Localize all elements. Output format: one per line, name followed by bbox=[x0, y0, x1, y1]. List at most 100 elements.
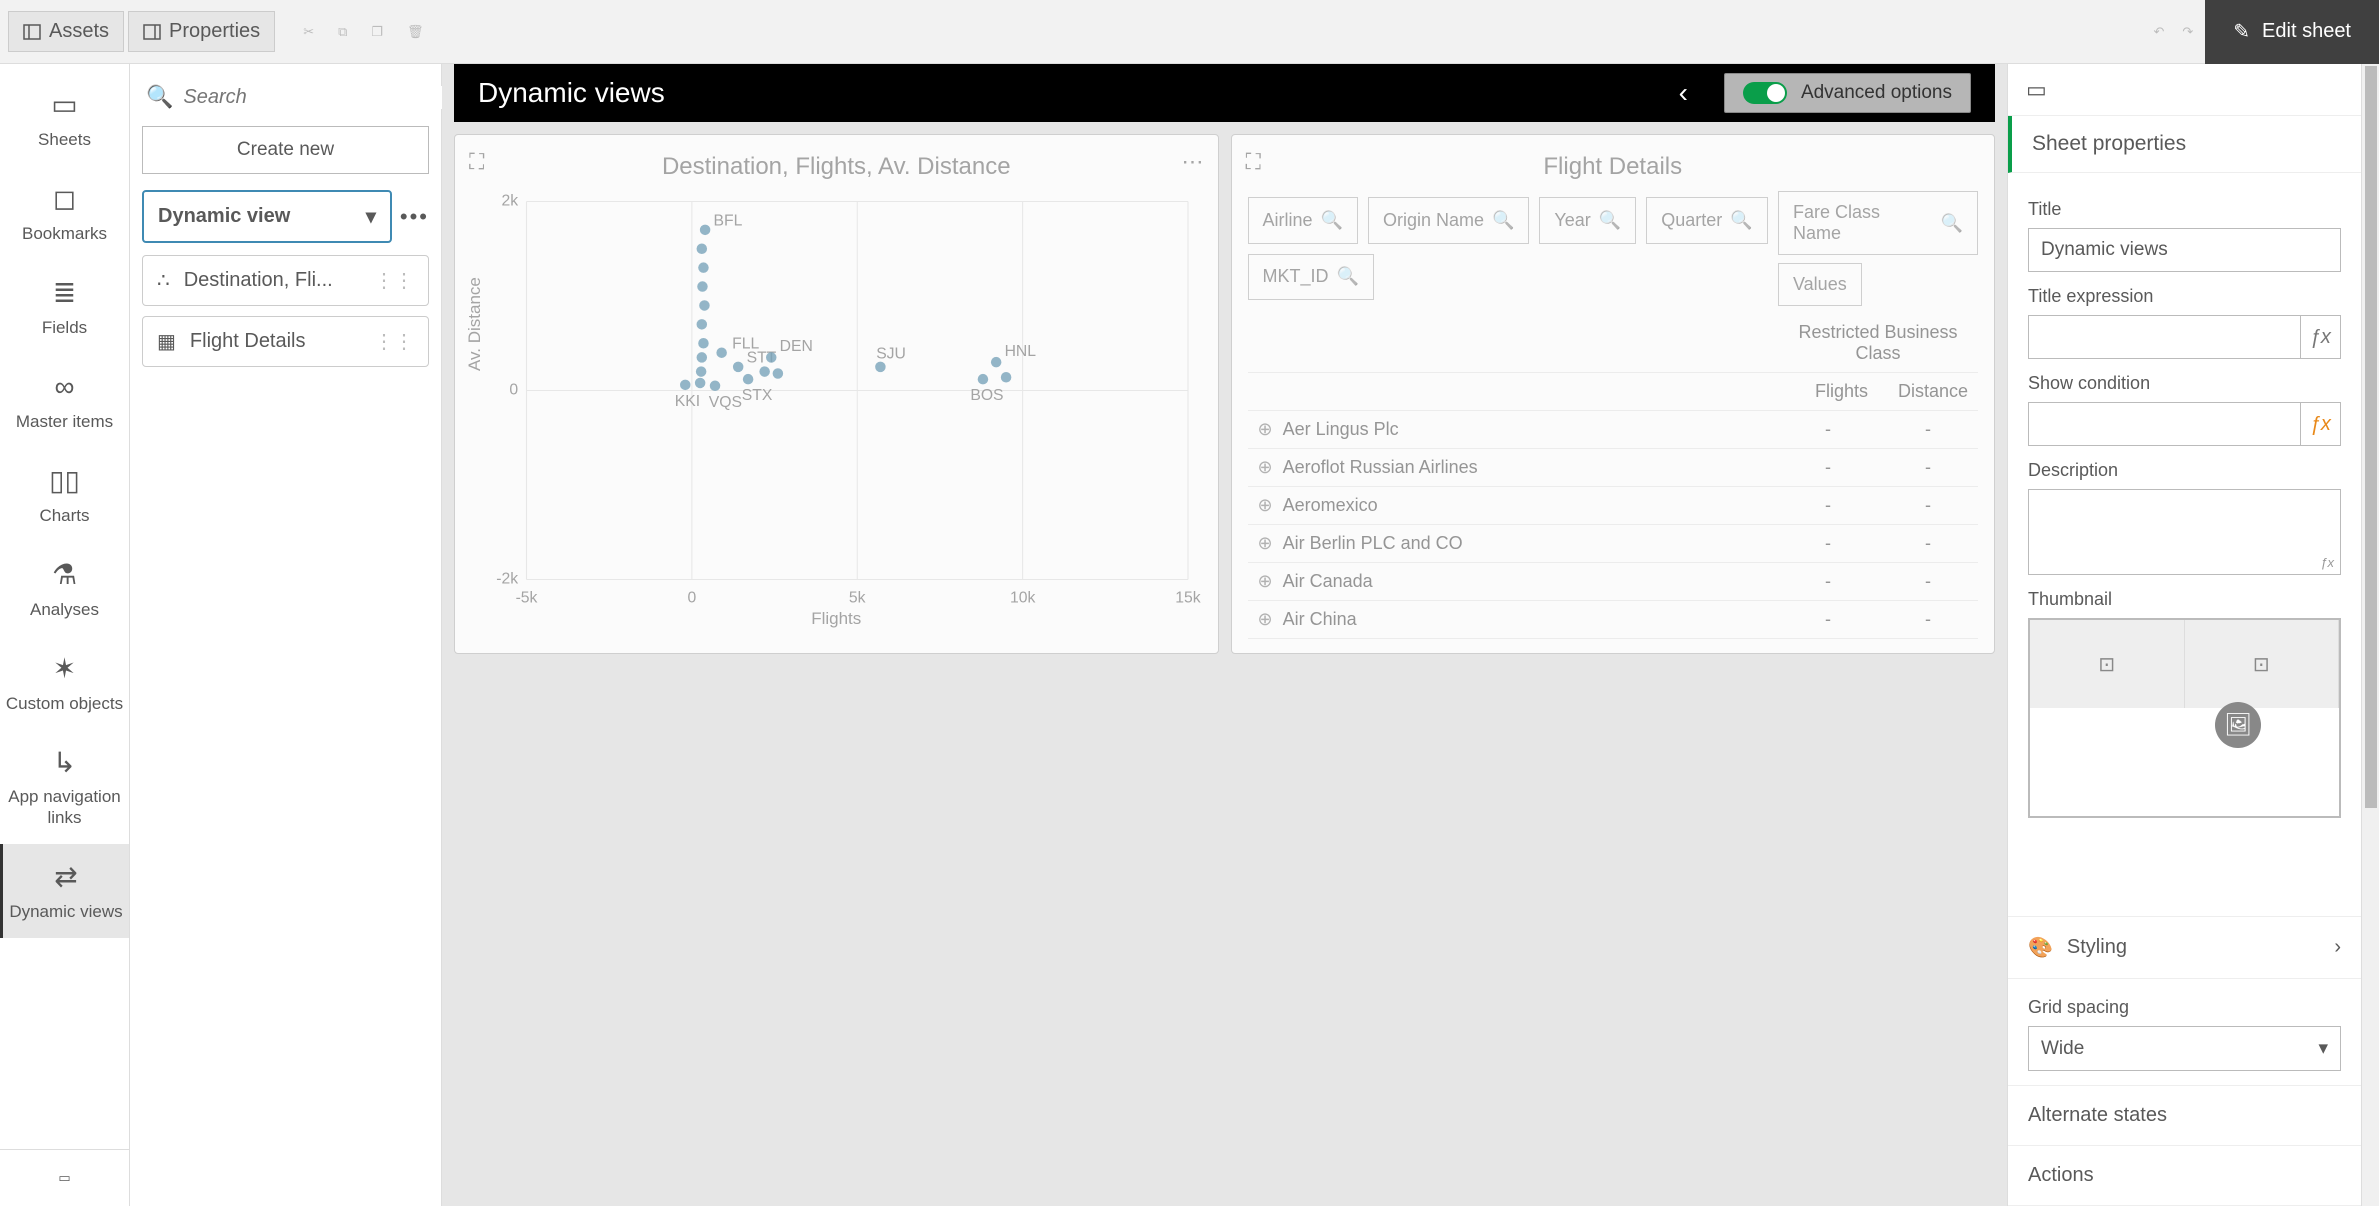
more-icon[interactable]: ⋯ bbox=[1182, 149, 1204, 175]
table-row[interactable]: ⊕Aeroflot Russian Airlines-- bbox=[1248, 449, 1979, 487]
table-header-group: Restricted Business Class bbox=[1778, 314, 1978, 373]
sheet-canvas: Dynamic views ‹ Advanced options ⛶ ⋯ Des… bbox=[442, 64, 2007, 1206]
title-expr-input[interactable] bbox=[2028, 315, 2300, 359]
filter-chip[interactable]: MKT_ID🔍 bbox=[1248, 254, 1374, 301]
col-flights[interactable]: Flights bbox=[1778, 373, 1878, 411]
copy-icon[interactable]: ⧉ bbox=[338, 24, 347, 40]
more-icon[interactable]: ••• bbox=[400, 204, 429, 230]
advanced-options-toggle[interactable]: Advanced options bbox=[1724, 73, 1971, 113]
rail-analyses[interactable]: ⚗ Analyses bbox=[0, 542, 129, 636]
desc-textarea[interactable]: ƒx bbox=[2028, 489, 2341, 575]
fx-icon[interactable]: ƒx bbox=[2320, 555, 2334, 570]
toggle-switch[interactable] bbox=[1743, 82, 1787, 104]
search-icon: 🔍 bbox=[146, 84, 173, 110]
scrollbar[interactable] bbox=[2361, 64, 2379, 1206]
svg-text:0: 0 bbox=[509, 382, 518, 399]
rail-label: App navigation links bbox=[4, 787, 125, 828]
svg-text:5k: 5k bbox=[849, 590, 866, 607]
rail-label: Analyses bbox=[30, 600, 99, 620]
asset-panel: 🔍 Create new Dynamic view ▾ ••• ∴ Destin… bbox=[130, 64, 442, 1206]
rail-footer-icon[interactable]: ▭ bbox=[0, 1149, 129, 1206]
chevron-down-icon: ▾ bbox=[366, 204, 376, 229]
expand-row-icon[interactable]: ⊕ bbox=[1258, 533, 1273, 553]
assets-tab-label: Assets bbox=[49, 20, 109, 43]
actions-label: Actions bbox=[2028, 1164, 2094, 1187]
grid-spacing-select[interactable]: Wide ▾ bbox=[2028, 1026, 2341, 1071]
sheet-props-icon[interactable]: ▭ bbox=[2026, 77, 2047, 103]
svg-text:-5k: -5k bbox=[516, 590, 538, 607]
puzzle-icon: ✶ bbox=[53, 652, 76, 686]
expand-row-icon[interactable]: ⊕ bbox=[1258, 457, 1273, 477]
scatter-title: Destination, Flights, Av. Distance bbox=[471, 153, 1202, 181]
filter-chip[interactable]: Quarter🔍 bbox=[1646, 197, 1767, 244]
show-cond-label: Show condition bbox=[2028, 373, 2341, 394]
dv-select-label: Dynamic view bbox=[158, 205, 290, 228]
styling-accordion[interactable]: 🎨 Styling › bbox=[2008, 916, 2361, 978]
expand-row-icon[interactable]: ⊕ bbox=[1258, 419, 1273, 439]
col-distance[interactable]: Distance bbox=[1878, 373, 1978, 411]
table-icon: ▦ bbox=[157, 329, 176, 354]
paste-icon[interactable]: ❐ bbox=[371, 24, 383, 40]
expand-row-icon[interactable]: ⊕ bbox=[1258, 495, 1273, 515]
rail-bookmarks[interactable]: ◻ Bookmarks bbox=[0, 166, 129, 260]
actions-accordion[interactable]: Actions bbox=[2008, 1145, 2361, 1206]
rail-fields[interactable]: ≣ Fields bbox=[0, 260, 129, 354]
asset-item-scatter[interactable]: ∴ Destination, Fli... ⋮⋮ bbox=[142, 255, 429, 306]
rail-charts[interactable]: ▯▯ Charts bbox=[0, 448, 129, 542]
create-new-button[interactable]: Create new bbox=[142, 126, 429, 174]
table-row[interactable]: ⊕Aer Lingus Plc-- bbox=[1248, 411, 1979, 449]
title-label: Title bbox=[2028, 199, 2341, 220]
expand-icon[interactable]: ⛶ bbox=[469, 149, 484, 175]
edit-sheet-button[interactable]: ✎ Edit sheet bbox=[2205, 0, 2379, 64]
assets-tab[interactable]: Assets bbox=[8, 11, 124, 52]
palette-icon: 🎨 bbox=[2028, 935, 2053, 960]
search-input[interactable] bbox=[183, 86, 451, 109]
filter-chip[interactable]: Year🔍 bbox=[1539, 197, 1636, 244]
rail-label: Dynamic views bbox=[9, 902, 122, 922]
table-row[interactable]: ⊕Aeromexico-- bbox=[1248, 487, 1979, 525]
rail-label: Custom objects bbox=[6, 694, 123, 714]
expand-icon[interactable]: ⛶ bbox=[1246, 149, 1261, 175]
svg-text:VQS: VQS bbox=[709, 394, 742, 411]
filter-chip[interactable]: Origin Name🔍 bbox=[1368, 197, 1529, 244]
alt-states-accordion[interactable]: Alternate states bbox=[2008, 1085, 2361, 1145]
redo-icon[interactable]: ↷ bbox=[2182, 24, 2193, 40]
svg-text:15k: 15k bbox=[1175, 590, 1201, 607]
rail-label: Master items bbox=[16, 412, 113, 432]
expand-row-icon[interactable]: ⊕ bbox=[1258, 609, 1273, 629]
rail-master-items[interactable]: ∞ Master items bbox=[0, 354, 129, 448]
filter-chip[interactable]: Values bbox=[1778, 263, 1862, 306]
title-expr-label: Title expression bbox=[2028, 286, 2341, 307]
thumb-slot-icon: ⊡ bbox=[2030, 620, 2185, 708]
table-row[interactable]: ⊕Air Canada-- bbox=[1248, 563, 1979, 601]
flight-details-card[interactable]: ⛶ Flight Details Airline🔍Origin Name🔍Yea… bbox=[1231, 134, 1996, 654]
svg-text:-2k: -2k bbox=[496, 571, 518, 588]
rail-app-nav-links[interactable]: ↳ App navigation links bbox=[0, 730, 129, 844]
filter-chip[interactable]: Fare Class Name🔍 bbox=[1778, 191, 1978, 255]
table-row[interactable]: ⊕Air China-- bbox=[1248, 601, 1979, 639]
svg-text:BFL: BFL bbox=[714, 213, 743, 230]
rail-dynamic-views[interactable]: ⇄ Dynamic views bbox=[0, 844, 129, 938]
table-row[interactable]: ⊕Air Berlin PLC and CO-- bbox=[1248, 525, 1979, 563]
cut-icon[interactable]: ✂ bbox=[303, 24, 314, 40]
filter-chip[interactable]: Airline🔍 bbox=[1248, 197, 1358, 244]
thumbnail-preview[interactable]: ⊡ ⊡ 🖼 bbox=[2028, 618, 2341, 818]
undo-icon[interactable]: ↶ bbox=[2153, 24, 2164, 40]
title-input[interactable] bbox=[2028, 228, 2341, 272]
dynamic-view-select[interactable]: Dynamic view ▾ bbox=[142, 190, 392, 243]
asset-item-table[interactable]: ▦ Flight Details ⋮⋮ bbox=[142, 316, 429, 367]
rail-sheets[interactable]: ▭ Sheets bbox=[0, 72, 129, 166]
fx-button[interactable]: ƒx bbox=[2300, 402, 2341, 446]
delete-icon[interactable]: 🗑 bbox=[407, 24, 424, 40]
nav-icon: ↳ bbox=[53, 746, 76, 780]
chevron-left-icon[interactable]: ‹ bbox=[1679, 77, 1688, 109]
edit-sheet-label: Edit sheet bbox=[2262, 20, 2351, 43]
expand-row-icon[interactable]: ⊕ bbox=[1258, 571, 1273, 591]
svg-text:SJU: SJU bbox=[876, 345, 906, 362]
rail-custom-objects[interactable]: ✶ Custom objects bbox=[0, 636, 129, 730]
show-cond-input[interactable] bbox=[2028, 402, 2300, 446]
scatter-card[interactable]: ⛶ ⋯ Destination, Flights, Av. Distance A… bbox=[454, 134, 1219, 654]
svg-text:BOS: BOS bbox=[970, 387, 1003, 404]
fx-button[interactable]: ƒx bbox=[2300, 315, 2341, 359]
properties-tab[interactable]: Properties bbox=[128, 11, 275, 52]
